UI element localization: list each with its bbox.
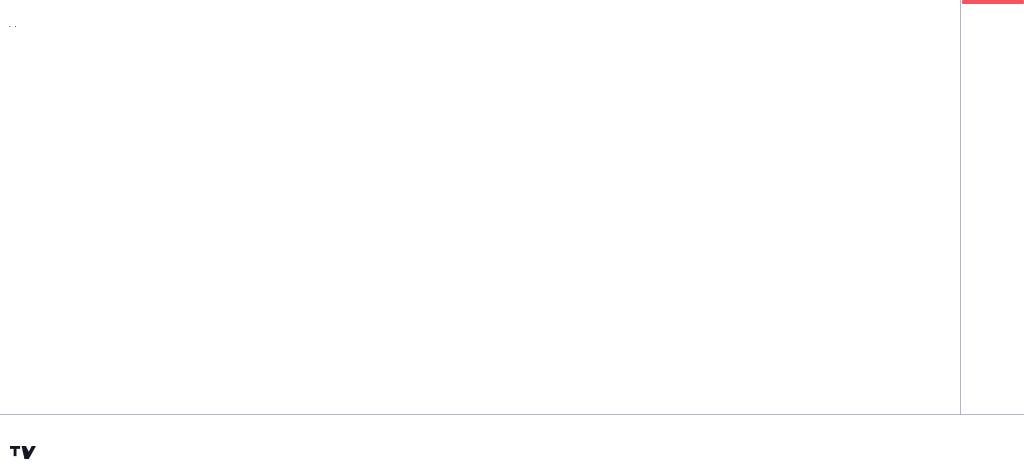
- rsi-pane[interactable]: [0, 362, 960, 414]
- time-axis[interactable]: [0, 414, 1024, 437]
- price-chart-pane[interactable]: [0, 14, 960, 360]
- rsi-chart-svg: [0, 362, 960, 414]
- tradingview-mark-icon: [10, 446, 36, 459]
- tradingview-logo[interactable]: [10, 444, 43, 461]
- chart-legend: · ·: [8, 21, 17, 34]
- current-price-tag: [962, 0, 1024, 4]
- price-chart-svg: [0, 14, 960, 360]
- footer-bar: [0, 436, 1024, 473]
- price-axis[interactable]: [960, 0, 1024, 414]
- legend-ohlc-row[interactable]: · ·: [8, 21, 17, 32]
